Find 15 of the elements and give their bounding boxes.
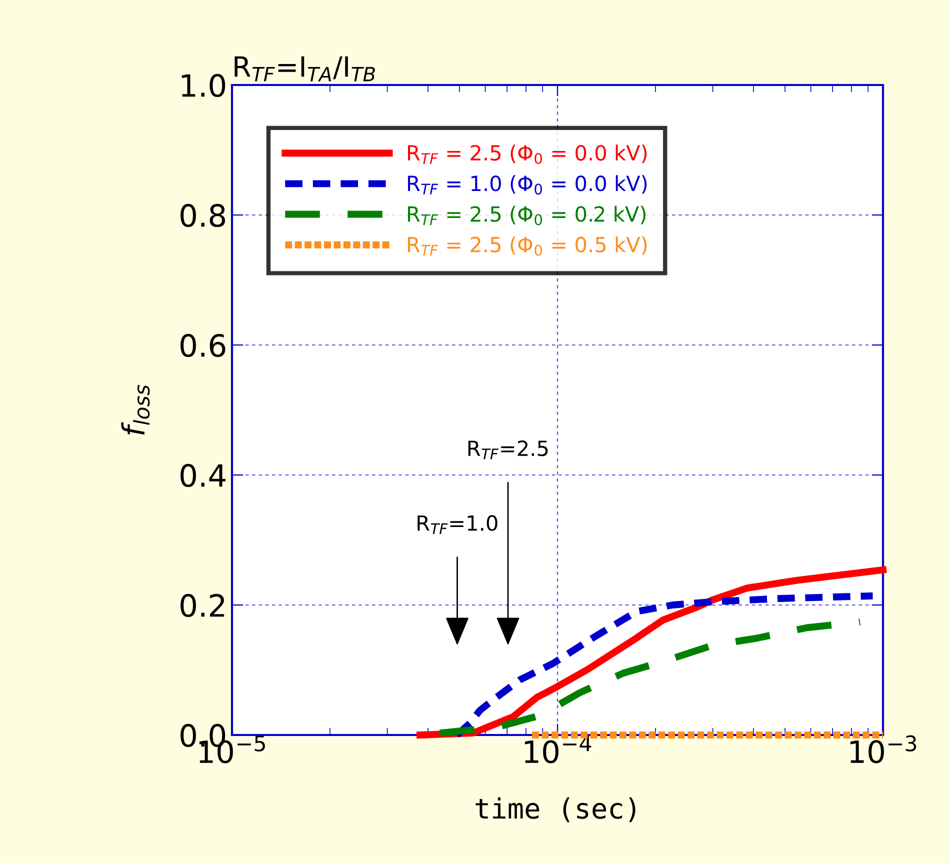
annotation: R$_{TF}$=2.5 <box>468 440 548 460</box>
y-axis-title: f$_{loss}$ <box>121 384 150 435</box>
chart-title: R$_{TF}$=I$_{TA}$/I$_{TB}$ <box>234 56 375 82</box>
legend-label: R$_{TF}$ = 2.5 (Φ$_{0}$ = 0.0 kV) <box>408 144 647 164</box>
legend-label: R$_{TF}$ = 2.5 (Φ$_{0}$ = 0.2 kV) <box>408 206 646 226</box>
y-tick-label: 1.0 <box>182 74 226 98</box>
y-tick-label: 0.4 <box>180 464 226 488</box>
x-tick-label: 10$^{−3}$ <box>850 735 916 764</box>
y-tick-label: 0.2 <box>180 594 224 618</box>
legend-label: R$_{TF}$ = 1.0 (Φ$_{0}$ = 0.0 kV) <box>408 175 647 195</box>
y-tick-label: 0.6 <box>180 334 226 358</box>
legend-label: R$_{TF}$ = 2.5 (Φ$_{0}$ = 0.5 kV) <box>408 236 647 256</box>
x-axis-title: time (sec) <box>476 797 636 822</box>
y-tick-label: 0.8 <box>180 204 226 228</box>
annotation: R$_{TF}$=1.0 <box>418 515 498 534</box>
